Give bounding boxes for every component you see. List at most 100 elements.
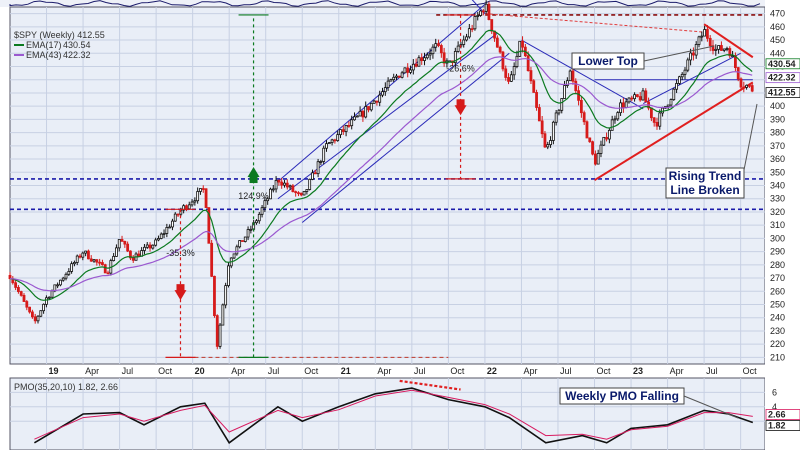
candle [395, 75, 398, 78]
trend-broken-box [665, 167, 745, 199]
candle [199, 188, 202, 192]
candle [574, 80, 578, 92]
candle [213, 275, 216, 317]
candle [420, 57, 424, 61]
up-arrow-icon [247, 167, 260, 178]
candle [241, 240, 244, 242]
lower-top-pointer [643, 45, 715, 62]
candle [386, 80, 390, 88]
candle [157, 238, 160, 241]
y-tick-label: 260 [770, 286, 785, 296]
candle [627, 97, 631, 103]
resistance-dashed-line [484, 13, 705, 33]
top-strip-path [9, 0, 761, 7]
ema17-legend: EMA(17) [26, 40, 62, 50]
x-tick-label: Oct [743, 366, 758, 376]
candle [465, 36, 468, 41]
y-tick-label: 240 [770, 313, 785, 323]
candle [484, 3, 488, 12]
candle [19, 291, 23, 296]
candle [585, 121, 589, 139]
candle [507, 77, 510, 82]
candle [238, 240, 242, 248]
candle [532, 80, 536, 93]
candle [501, 51, 505, 70]
x-tick-label: 19 [49, 366, 59, 376]
pmo-divergence-line [399, 379, 461, 391]
candle [271, 188, 275, 191]
candle [313, 172, 317, 175]
candle [207, 207, 211, 244]
candle [742, 86, 746, 89]
candle [148, 244, 152, 249]
candle [439, 45, 443, 54]
candle [31, 311, 34, 318]
candle [669, 99, 673, 106]
x-tick-label: Apr [85, 366, 99, 376]
candle [358, 110, 362, 117]
candle [269, 188, 272, 200]
legend: $SPY (Weekly) 412.55 EMA(17) 430.54 EMA(… [14, 30, 118, 392]
candle [397, 75, 401, 78]
candle [599, 144, 603, 154]
candle [285, 182, 289, 188]
candle [521, 40, 524, 48]
candle [193, 200, 197, 203]
y-tick-label: 210 [770, 352, 785, 362]
trend-broken-text-1: Rising Trend [669, 169, 742, 183]
candle [70, 263, 74, 272]
candle [204, 188, 208, 209]
candle [59, 279, 62, 286]
candle [45, 297, 48, 305]
candle [515, 55, 519, 67]
candle [425, 54, 429, 59]
candle [187, 204, 191, 210]
x-tick-label: Jul [268, 366, 280, 376]
x-tick-label: Oct [597, 366, 612, 376]
top-indicator-strip [0, 0, 765, 7]
candle [17, 287, 20, 292]
candle [591, 141, 594, 155]
x-tick-label: Jul [122, 366, 134, 376]
right-value-labels: 430.54 422.32 412.55 2.661.82 [765, 58, 800, 431]
down-arrow-icon [174, 290, 187, 301]
y-tick-label: 470 [770, 9, 785, 19]
candle [750, 85, 754, 92]
candle [297, 192, 300, 195]
candle [537, 107, 541, 122]
candle [476, 15, 480, 17]
trend-broken-annotation: Rising Trend Line Broken [665, 103, 758, 199]
candle [344, 125, 348, 132]
y-tick-label: 360 [770, 154, 785, 164]
candle [557, 109, 561, 114]
lower-top-annotation: Lower Top [571, 45, 715, 70]
candle [235, 246, 239, 255]
candle [299, 192, 303, 196]
candle [364, 106, 368, 118]
candle [185, 205, 188, 210]
candle [87, 250, 90, 260]
candle [33, 316, 37, 322]
x-tick-label: Apr [231, 366, 245, 376]
y-tick-label: 450 [770, 35, 785, 45]
candle [305, 189, 309, 192]
pmo-value-label-box [765, 409, 800, 420]
horizontal-lines [10, 14, 765, 358]
lower-top-line [703, 23, 754, 59]
candle [691, 52, 695, 56]
candle [635, 94, 639, 97]
candle [571, 70, 575, 82]
candle [487, 3, 491, 20]
arrow-stem [176, 284, 185, 292]
candle [249, 228, 253, 231]
candle [644, 90, 648, 103]
ema43-last: 422.32 [63, 50, 91, 60]
candle [302, 191, 306, 196]
candle [106, 272, 110, 275]
candle [190, 201, 194, 206]
candle [47, 296, 51, 299]
candle [467, 28, 471, 38]
candle [431, 46, 435, 55]
candle [658, 112, 662, 127]
candle [543, 133, 547, 148]
